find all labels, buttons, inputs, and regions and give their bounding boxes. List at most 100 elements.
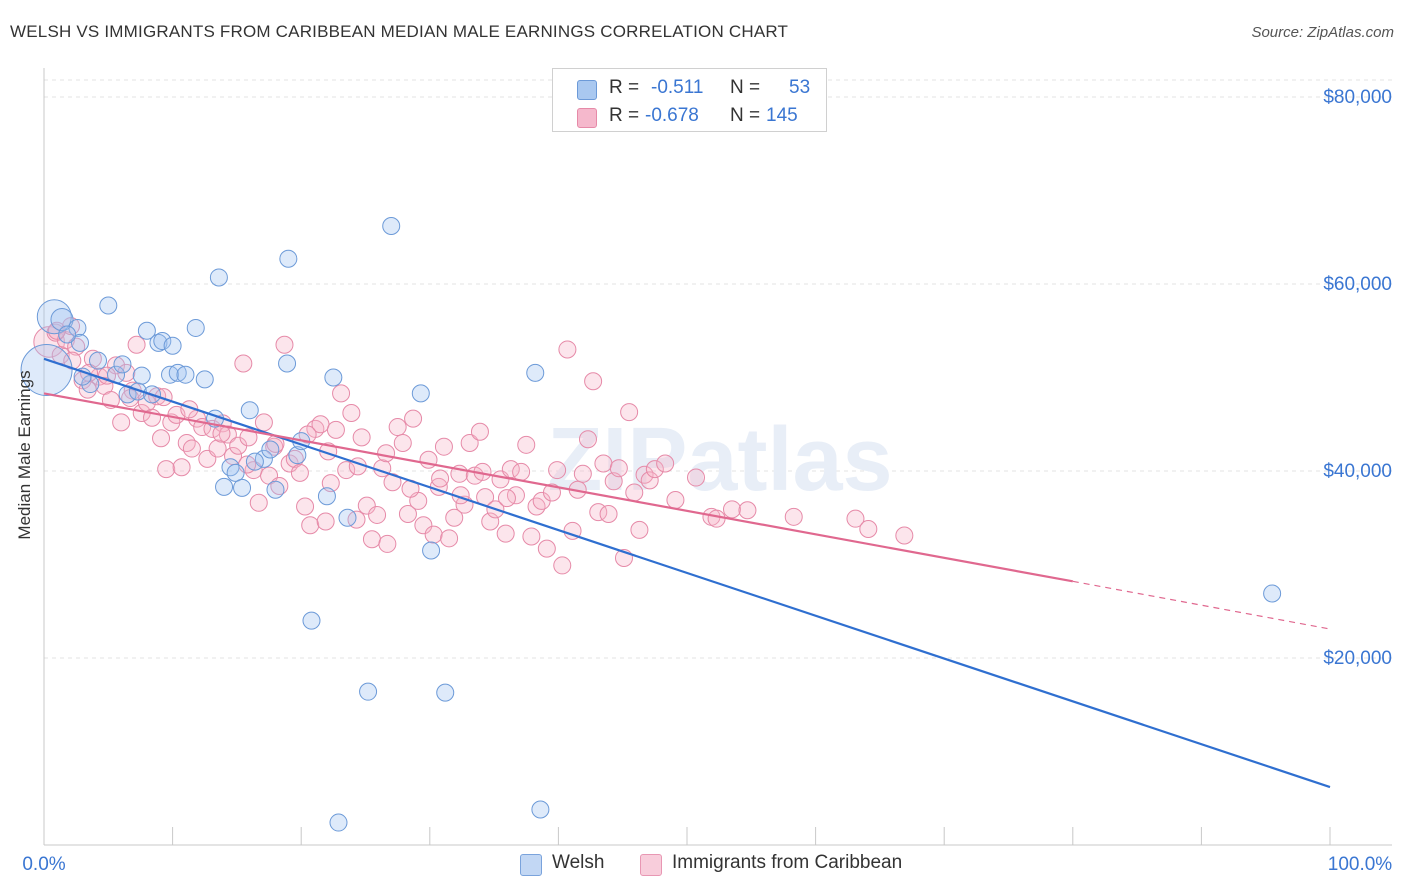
y-axis-label: Median Male Earnings [15, 370, 34, 539]
welsh-point [99, 296, 118, 315]
caribbean-point [738, 501, 757, 520]
welsh-point [153, 332, 172, 351]
welsh-point [68, 318, 87, 337]
r-label: R = [609, 105, 640, 126]
caribbean-point [347, 510, 366, 529]
legend-label: Welsh [552, 852, 605, 873]
caribbean-point [542, 483, 561, 502]
watermark: ZIPatlas [547, 410, 892, 510]
caribbean-point [398, 505, 417, 524]
welsh-point [245, 452, 264, 471]
welsh-point [50, 307, 74, 332]
welsh-point [329, 813, 348, 832]
welsh-point [81, 375, 100, 394]
caribbean-point [895, 526, 914, 545]
r-value: -0.678 [645, 105, 699, 126]
welsh-point [1263, 584, 1282, 603]
caribbean-point [522, 527, 541, 546]
n-value: 145 [766, 105, 798, 126]
welsh-point [113, 355, 132, 374]
trend-layer [43, 357, 1331, 789]
caribbean-point [316, 512, 335, 531]
welsh-point [261, 440, 280, 459]
welsh-point [163, 336, 182, 355]
welsh-point [278, 354, 297, 373]
caribbean-trend-extension [1072, 580, 1331, 630]
caribbean-point [584, 372, 603, 391]
caribbean-point [645, 460, 664, 479]
caribbean-point [846, 509, 865, 528]
caribbean-point [517, 435, 536, 454]
welsh-point [324, 368, 343, 387]
r-value: -0.511 [651, 77, 704, 98]
caribbean-point [496, 524, 515, 543]
caribbean-point [112, 413, 131, 432]
caribbean-point [404, 409, 423, 428]
welsh-point [302, 611, 321, 630]
caribbean-point [234, 354, 253, 373]
welsh-point [266, 480, 285, 499]
caribbean-point [434, 437, 453, 456]
welsh-trend-line [43, 357, 1331, 789]
caribbean-point [388, 418, 407, 437]
caribbean-point [630, 520, 649, 539]
caribbean-point [445, 508, 464, 527]
welsh-point [186, 318, 205, 337]
welsh-point [226, 463, 245, 482]
chart-title: WELSH VS IMMIGRANTS FROM CARIBBEAN MEDIA… [10, 22, 789, 41]
welsh-point [279, 249, 298, 268]
caribbean-point [431, 469, 450, 488]
welsh-point [89, 351, 108, 370]
caribbean-point [352, 428, 371, 447]
caribbean-point [558, 340, 577, 359]
caribbean-point [784, 507, 803, 526]
caribbean-point [656, 454, 675, 473]
caribbean-point [368, 505, 387, 524]
welsh-point [221, 458, 240, 477]
caribbean-point [859, 519, 878, 538]
caribbean-trend-line [43, 392, 1073, 583]
labels-layer: $20,000 $40,000 $60,000 $80,000 0.0% 100.0% Me… [15, 87, 1392, 875]
welsh-point [382, 217, 401, 236]
caribbean-point [332, 384, 351, 403]
welsh-point [176, 365, 195, 384]
caribbean-point [177, 433, 196, 452]
caribbean-legend-swatch [640, 854, 662, 876]
welsh-point [411, 384, 430, 403]
caribbean-point [497, 489, 516, 508]
caribbean-point [301, 516, 320, 535]
caribbean-point [249, 493, 268, 512]
welsh-point [168, 363, 187, 382]
caribbean-point [393, 433, 412, 452]
welsh-point [288, 446, 307, 465]
welsh-point [359, 682, 378, 701]
caribbean-point [470, 422, 489, 441]
caribbean-point [290, 463, 309, 482]
caribbean-point [377, 444, 396, 463]
caribbean-point [460, 433, 479, 452]
caribbean-point [154, 388, 173, 407]
stats-row-welsh: R = -0.511 N = 53 [553, 72, 826, 102]
welsh-point [233, 478, 252, 497]
welsh-point [137, 321, 156, 340]
welsh-point [71, 333, 90, 352]
welsh-swatch [577, 80, 597, 100]
caribbean-point [578, 430, 597, 449]
y-tick-label: $40,000 [1323, 461, 1392, 482]
r-label: R = [609, 77, 640, 98]
caribbean-point [254, 413, 273, 432]
caribbean-point [98, 366, 117, 385]
welsh-point [215, 477, 234, 496]
caribbean-point [481, 512, 500, 531]
caribbean-point [723, 500, 742, 519]
caribbean-point [47, 321, 66, 340]
points-layer [20, 217, 1282, 832]
welsh-point [526, 363, 545, 382]
caribbean-point [573, 464, 592, 483]
welsh-point [209, 268, 228, 287]
caribbean-point [378, 534, 397, 553]
caribbean-point [512, 462, 531, 481]
welsh-point [58, 325, 77, 344]
caribbean-point [56, 331, 75, 350]
